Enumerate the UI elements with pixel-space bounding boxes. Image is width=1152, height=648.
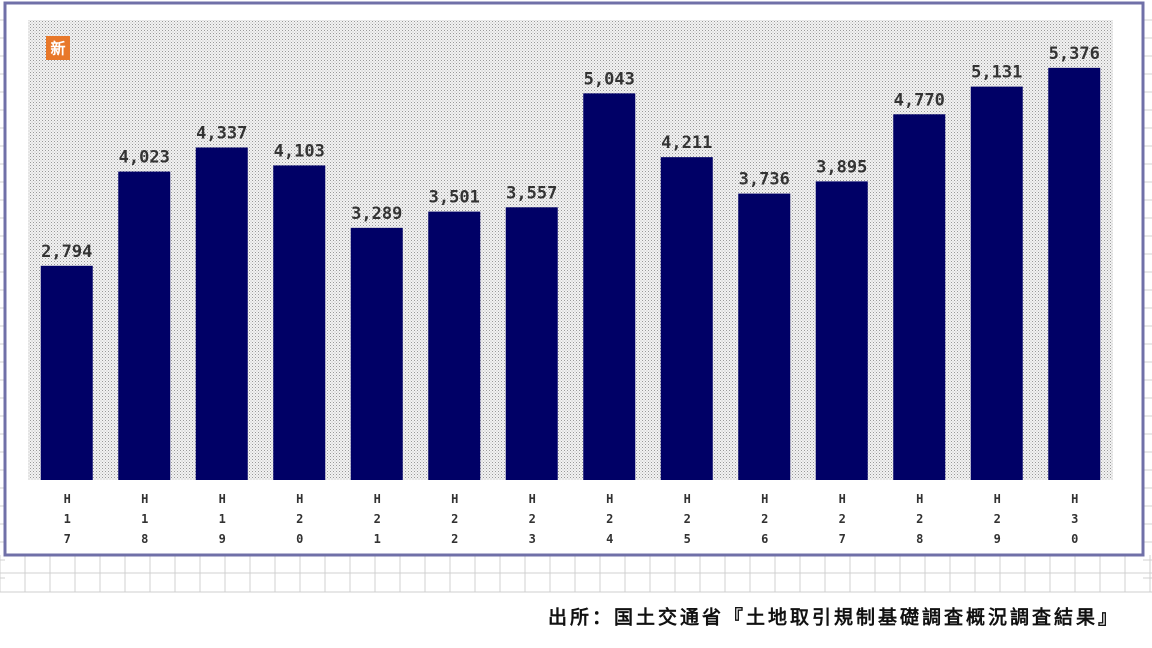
bar bbox=[970, 86, 1023, 480]
value-label: 3,557 bbox=[506, 183, 557, 203]
bar bbox=[40, 265, 93, 480]
bar bbox=[195, 147, 248, 480]
x-tick-label: H17 bbox=[60, 492, 74, 552]
badge-box bbox=[46, 36, 70, 60]
bar bbox=[893, 114, 946, 481]
bar bbox=[1048, 67, 1101, 480]
x-tick-label: H18 bbox=[138, 492, 152, 552]
value-label: 4,103 bbox=[274, 141, 325, 161]
value-label: 4,770 bbox=[894, 90, 945, 110]
bar bbox=[428, 211, 481, 480]
x-tick-label: H29 bbox=[990, 492, 1004, 552]
value-label: 4,211 bbox=[661, 133, 712, 153]
x-tick-label: H23 bbox=[525, 492, 539, 552]
x-tick-label: H20 bbox=[293, 492, 307, 552]
value-label: 5,376 bbox=[1049, 44, 1100, 64]
value-label: 5,131 bbox=[971, 63, 1022, 83]
x-tick-label: H26 bbox=[758, 492, 772, 552]
plot-area bbox=[28, 20, 1113, 480]
x-tick-label: H21 bbox=[370, 492, 384, 552]
value-label: 3,895 bbox=[816, 157, 867, 177]
value-label: 4,023 bbox=[119, 148, 170, 168]
x-tick-label: H19 bbox=[215, 492, 229, 552]
x-tick-label: H22 bbox=[448, 492, 462, 552]
bar bbox=[350, 227, 403, 480]
value-label: 5,043 bbox=[584, 69, 635, 89]
bar bbox=[660, 157, 713, 480]
bar bbox=[815, 181, 868, 480]
value-label: 3,501 bbox=[429, 188, 480, 208]
bar bbox=[118, 171, 171, 480]
bar bbox=[273, 165, 326, 481]
value-label: 2,794 bbox=[41, 242, 92, 262]
source-note: 出所：国土交通省『土地取引規制基礎調査概況調査結果』 bbox=[548, 606, 1120, 629]
x-tick-label: H25 bbox=[680, 492, 694, 552]
bar bbox=[505, 207, 558, 480]
spreadsheet-grid bbox=[0, 19, 1152, 592]
badge: 新 bbox=[50, 40, 65, 58]
x-tick-label: H24 bbox=[603, 492, 617, 552]
value-label: 4,337 bbox=[196, 123, 247, 143]
bar bbox=[738, 193, 791, 480]
value-label: 3,736 bbox=[739, 170, 790, 190]
x-tick-label: H27 bbox=[835, 492, 849, 552]
value-label: 3,289 bbox=[351, 204, 402, 224]
x-tick-label: H30 bbox=[1068, 492, 1082, 552]
bar bbox=[583, 93, 636, 481]
x-tick-label: H28 bbox=[913, 492, 927, 552]
